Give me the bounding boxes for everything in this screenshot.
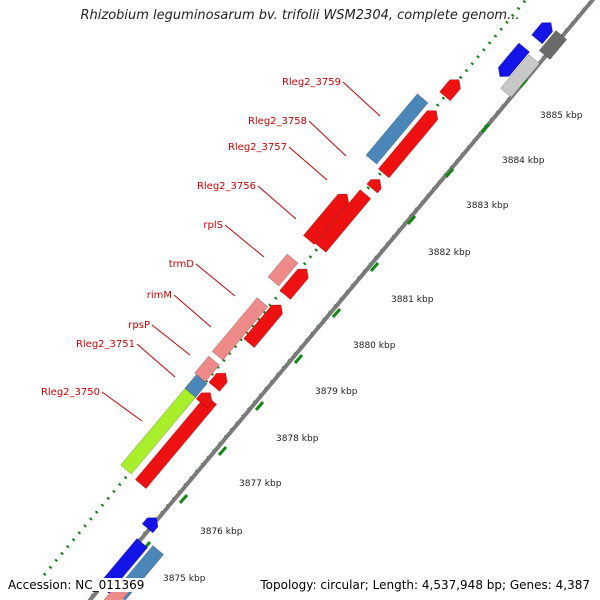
gene-feature[interactable] <box>279 264 313 300</box>
gene-feature[interactable] <box>302 190 352 245</box>
major-tick <box>518 78 529 88</box>
gene-feature[interactable] <box>439 75 465 102</box>
tick-label: 3882 kbp <box>428 248 471 258</box>
major-tick <box>178 494 189 504</box>
tick-label: 3884 kbp <box>502 156 545 166</box>
gene-label: rpsP <box>128 320 150 331</box>
major-tick <box>254 401 265 411</box>
gene-feature[interactable] <box>267 253 299 287</box>
gene-label: rimM <box>147 290 172 301</box>
label-leader-line <box>151 324 191 356</box>
gene-feature[interactable] <box>314 189 372 253</box>
gene-label: rplS <box>203 220 223 231</box>
gene-label: trmD <box>169 259 195 270</box>
tick-label: 3880 kbp <box>353 341 396 351</box>
major-tick <box>480 123 491 133</box>
label-leader-line <box>342 81 381 117</box>
genome-backbone <box>87 0 596 600</box>
tick-label: 3877 kbp <box>239 479 282 489</box>
gene-feature[interactable] <box>208 369 231 392</box>
major-tick <box>217 446 228 456</box>
gene-label: Rleg2_3759 <box>282 77 341 88</box>
gene-feature[interactable] <box>195 388 216 409</box>
major-tick <box>293 354 304 364</box>
gene-feature[interactable] <box>243 300 287 349</box>
label-leader-line <box>224 224 265 258</box>
label-leader-line <box>257 185 297 220</box>
gene-feature[interactable] <box>531 18 557 45</box>
tick-label: 3883 kbp <box>466 201 509 211</box>
genome-title: Rhizobium leguminosarum bv. trifolii WSM… <box>80 8 520 23</box>
gene-feature[interactable] <box>366 175 385 194</box>
gene-feature[interactable] <box>377 106 441 179</box>
gene-feature[interactable] <box>500 54 540 98</box>
tick-label: 3878 kbp <box>276 434 319 444</box>
major-tick <box>369 262 380 272</box>
gene-feature[interactable] <box>538 30 568 60</box>
outer-tick-track <box>42 0 528 576</box>
gene-label: Rleg2_3758 <box>248 116 307 127</box>
accession-text: Accession: NC_011369 <box>8 578 145 592</box>
label-leader-line <box>308 120 347 157</box>
tick-label: 3879 kbp <box>315 387 358 397</box>
gene-label: Rleg2_3757 <box>228 142 287 153</box>
tick-label: 3876 kbp <box>200 527 243 537</box>
gene-label: Rleg2_3751 <box>76 339 135 350</box>
label-leader-line <box>136 343 176 378</box>
gene-feature[interactable] <box>211 297 269 361</box>
tick-label: 3885 kbp <box>540 111 583 121</box>
gene-feature[interactable] <box>194 355 220 383</box>
topology-text: Topology: circular; Length: 4,537,948 bp… <box>260 578 590 592</box>
label-leader-line <box>101 391 143 422</box>
label-leader-line <box>173 294 212 328</box>
tick-label: 3875 kbp <box>163 574 206 584</box>
gene-feature[interactable] <box>365 93 429 165</box>
tick-label: 3881 kbp <box>391 295 434 305</box>
major-tick <box>331 308 342 318</box>
label-leader-line <box>195 263 236 297</box>
gene-feature[interactable] <box>134 394 218 490</box>
gene-label: Rleg2_3756 <box>197 181 256 192</box>
gene-label: Rleg2_3750 <box>41 387 100 398</box>
scale-ticks: 3875 kbp 3876 kbp 3877 kbp 3878 kbp 3879 kbp… <box>141 78 583 584</box>
gene-feature[interactable] <box>494 42 530 81</box>
label-leader-line <box>288 146 328 181</box>
major-tick <box>444 168 455 178</box>
major-tick <box>406 215 417 225</box>
gene-labels: Rleg2_3759 Rleg2_3758 Rleg2_3757 Rleg2_3756… <box>41 77 381 422</box>
gene-feature[interactable] <box>120 383 200 475</box>
gene-feature[interactable] <box>141 513 162 534</box>
gene-feature[interactable] <box>184 374 208 398</box>
